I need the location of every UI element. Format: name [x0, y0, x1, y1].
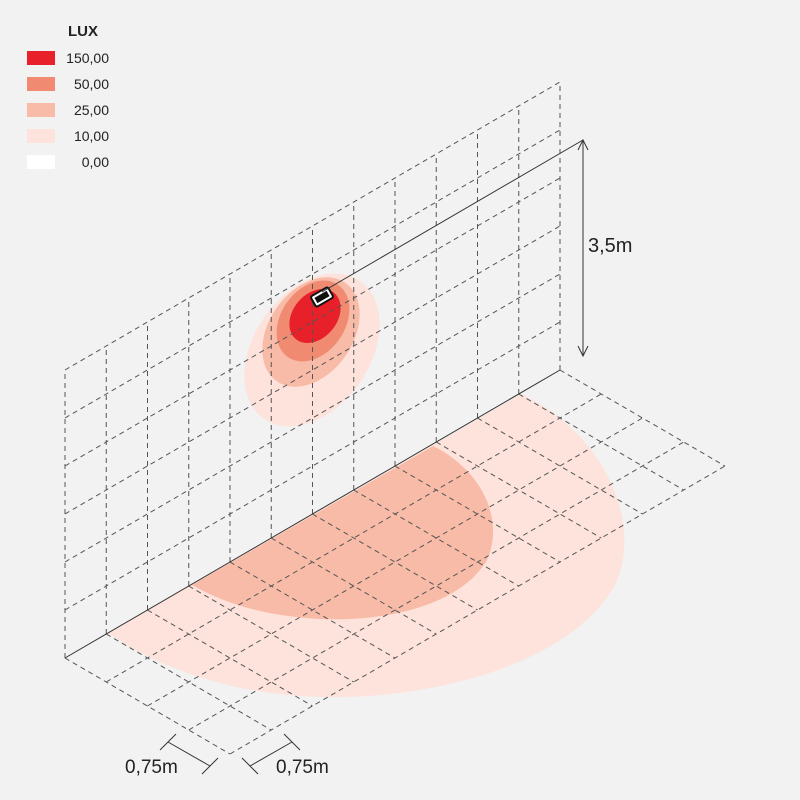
- grid-line: [312, 513, 478, 611]
- grid-line: [435, 441, 602, 539]
- ceiling-line: [321, 139, 584, 293]
- grid-line: [64, 321, 561, 611]
- grid-line: [64, 129, 561, 419]
- grid-dimension-x: 0,75m: [125, 733, 219, 778]
- grid-line: [64, 273, 561, 563]
- legend-swatch: [27, 77, 55, 91]
- grid-line: [559, 369, 726, 467]
- grid-line: [229, 561, 396, 659]
- grid-line: [477, 417, 643, 515]
- grid-line: [64, 225, 561, 515]
- grid-line: [64, 81, 561, 371]
- legend-swatch: [27, 155, 55, 169]
- wall-zone-peak: [289, 289, 341, 343]
- height-label: 3,5m: [588, 235, 632, 257]
- grid-line: [147, 417, 643, 707]
- lamp: [310, 286, 334, 308]
- grid: [64, 81, 726, 755]
- grid-line: [64, 369, 561, 659]
- light-distribution: [108, 273, 625, 698]
- grid-line: [105, 633, 272, 731]
- height-dimension: 3,5m: [577, 138, 632, 358]
- grid-x-label: 0,75m: [125, 757, 178, 778]
- legend-label: 150,00: [66, 50, 109, 66]
- legend-title: LUX: [68, 23, 98, 40]
- grid-line: [394, 465, 561, 563]
- grid-line: [105, 393, 602, 683]
- floor-zone-mid: [192, 446, 494, 620]
- grid-line: [229, 465, 726, 755]
- grid-line: [188, 441, 685, 731]
- grid-line: [64, 177, 561, 467]
- legend-swatch: [27, 103, 55, 117]
- legend-label: 0,00: [82, 154, 109, 170]
- legend-swatch: [27, 129, 55, 143]
- grid-line: [64, 657, 231, 755]
- legend-swatch: [27, 51, 55, 65]
- legend-label: 25,00: [74, 102, 109, 118]
- grid-line: [353, 489, 520, 587]
- legend-label: 50,00: [74, 76, 109, 92]
- grid-line: [147, 609, 313, 707]
- legend: 150,00 50,00 25,00 10,00 0,00: [27, 50, 109, 170]
- grid-line: [518, 393, 685, 491]
- legend-label: 10,00: [74, 128, 109, 144]
- grid-line: [188, 585, 355, 683]
- grid-y-label: 0,75m: [276, 757, 329, 778]
- grid-line: [270, 537, 437, 635]
- grid-dimension-y: 0,75m: [241, 733, 329, 778]
